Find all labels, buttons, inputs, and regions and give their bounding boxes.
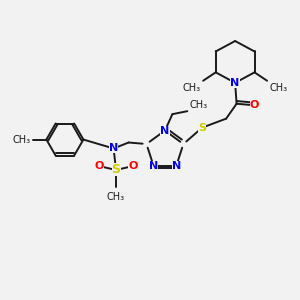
Text: O: O — [94, 161, 104, 171]
Text: CH₃: CH₃ — [269, 83, 288, 93]
Text: N: N — [230, 78, 240, 88]
Text: CH₃: CH₃ — [190, 100, 208, 110]
Text: N: N — [172, 161, 181, 171]
Text: S: S — [112, 164, 121, 176]
Text: O: O — [128, 161, 138, 171]
Text: CH₃: CH₃ — [107, 192, 125, 202]
Text: N: N — [109, 143, 118, 154]
Text: S: S — [198, 123, 206, 133]
Text: CH₃: CH₃ — [13, 134, 31, 145]
Text: O: O — [250, 100, 259, 110]
Text: N: N — [160, 126, 170, 136]
Text: CH₃: CH₃ — [183, 83, 201, 93]
Text: N: N — [149, 161, 158, 171]
